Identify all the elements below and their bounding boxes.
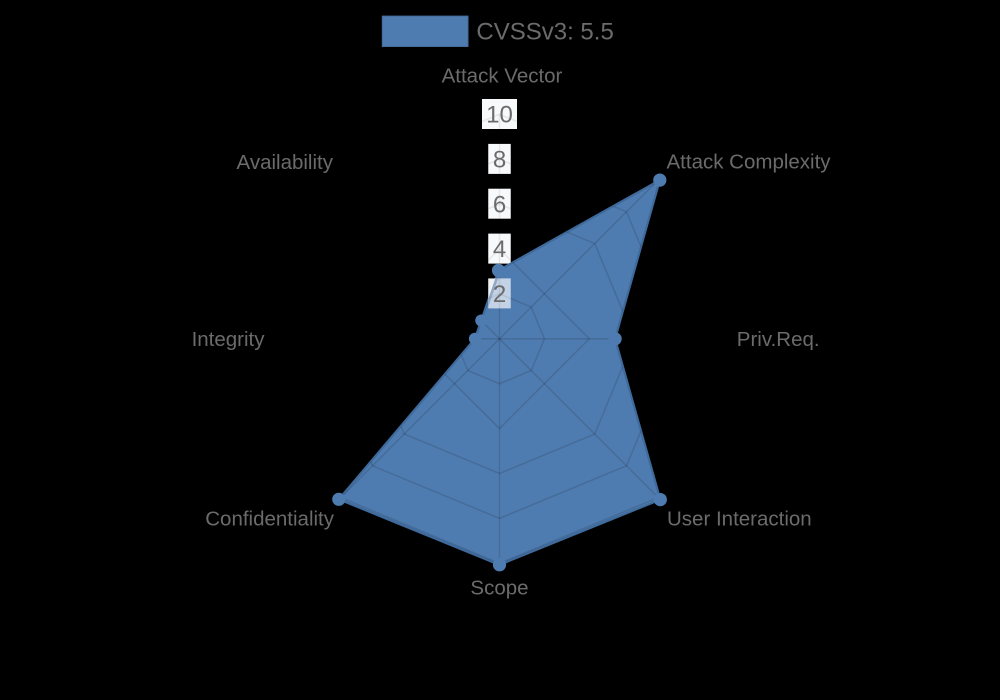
svg-text:Attack Vector: Attack Vector xyxy=(442,65,563,88)
svg-text:User Interaction: User Interaction xyxy=(667,508,812,531)
svg-text:10: 10 xyxy=(486,102,513,129)
svg-text:Scope: Scope xyxy=(470,577,528,600)
svg-text:Priv.Req.: Priv.Req. xyxy=(737,328,820,351)
svg-text:Integrity: Integrity xyxy=(192,328,266,351)
svg-text:6: 6 xyxy=(493,191,506,218)
svg-text:4: 4 xyxy=(493,236,506,263)
svg-text:CVSSv3: 5.5: CVSSv3: 5.5 xyxy=(476,19,613,46)
svg-text:Attack Complexity: Attack Complexity xyxy=(667,151,832,174)
svg-text:2: 2 xyxy=(493,281,506,308)
svg-text:Availability: Availability xyxy=(237,151,334,174)
svg-text:Confidentiality: Confidentiality xyxy=(205,508,335,531)
svg-text:8: 8 xyxy=(493,147,506,174)
